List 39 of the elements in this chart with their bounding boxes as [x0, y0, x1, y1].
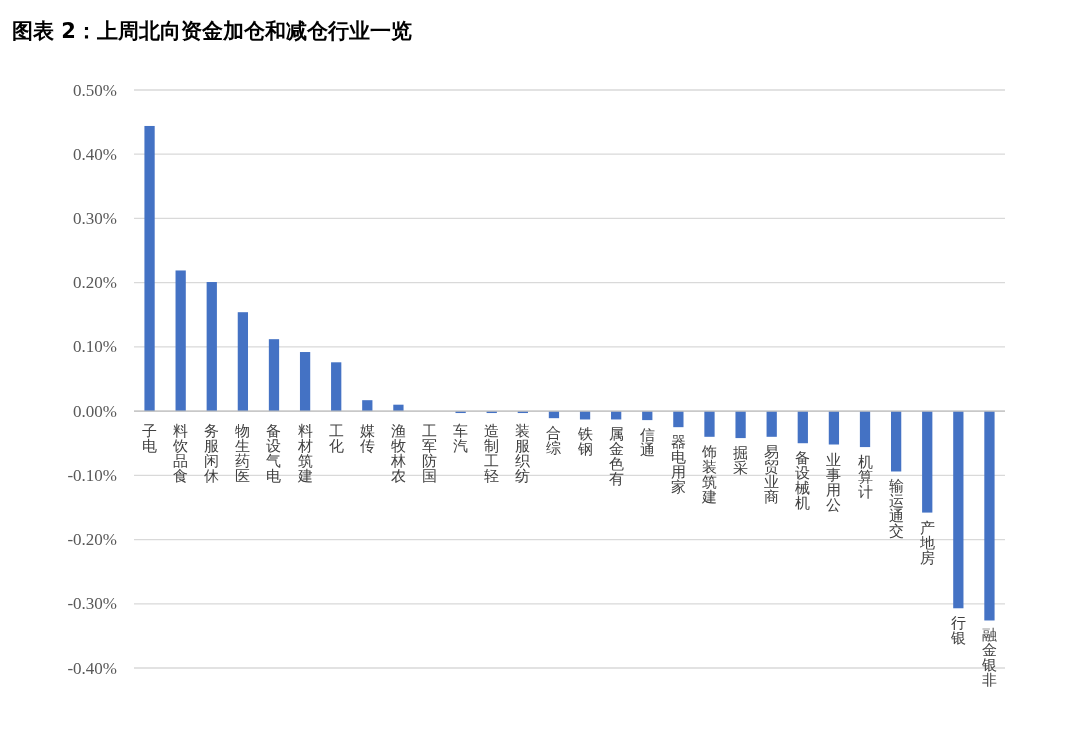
y-tick-label: 0.50% — [73, 80, 117, 100]
x-tick-label: 钢铁 — [577, 426, 593, 458]
x-tick-label: 休闲服务 — [204, 423, 220, 485]
x-tick-label: 公用事业 — [826, 451, 842, 513]
x-tick-label: 建筑装饰 — [702, 443, 717, 505]
y-tick-label: 0.20% — [73, 273, 117, 293]
x-tick-label: 电气设备 — [266, 423, 282, 485]
x-tick-label: 计算机 — [857, 454, 873, 501]
x-tick-label: 银行 — [950, 615, 966, 647]
y-tick-label: 0.10% — [73, 337, 117, 357]
y-tick-label: -0.20% — [67, 530, 117, 550]
x-tick-label: 家用电器 — [670, 434, 686, 496]
x-tick-label: 轻工制造 — [484, 423, 500, 485]
title: 图表 2：上周北向资金加仓和减仓行业一览 — [12, 19, 412, 43]
y-tick-label: 0.00% — [73, 401, 117, 421]
x-tick-label: 商业贸易 — [764, 443, 780, 505]
x-tick-label: 传媒 — [359, 423, 375, 455]
x-tick-label: 交通运输 — [888, 478, 904, 540]
x-tick-label: 纺织服装 — [515, 423, 531, 485]
x-tick-label: 通信 — [639, 427, 655, 459]
x-tick-label: 农林牧渔 — [390, 423, 406, 485]
y-tick-label: 0.30% — [73, 208, 117, 228]
x-tick-label: 化工 — [328, 423, 344, 455]
y-tick-label: -0.30% — [67, 594, 117, 614]
y-tick-label: 0.40% — [73, 144, 117, 164]
x-tick-label: 综合 — [546, 425, 562, 457]
y-tick-label: -0.40% — [67, 658, 117, 678]
x-tick-label: 食品饮料 — [173, 423, 189, 485]
x-tick-label: 电子 — [142, 423, 158, 455]
x-tick-label: 医药生物 — [235, 423, 251, 485]
x-tick-label: 建筑材料 — [297, 423, 313, 485]
y-tick-label: -0.10% — [67, 465, 117, 485]
x-tick-label: 有色金属 — [608, 426, 624, 488]
x-tick-label: 机械设备 — [795, 450, 811, 512]
x-tick-label: 汽车 — [453, 423, 469, 455]
x-tick-label: 房地产 — [919, 519, 935, 566]
x-tick-label: 非银金融 — [981, 627, 997, 689]
x-tick-label: 国防军工 — [422, 423, 437, 485]
x-tick-label: 采掘 — [733, 445, 749, 477]
